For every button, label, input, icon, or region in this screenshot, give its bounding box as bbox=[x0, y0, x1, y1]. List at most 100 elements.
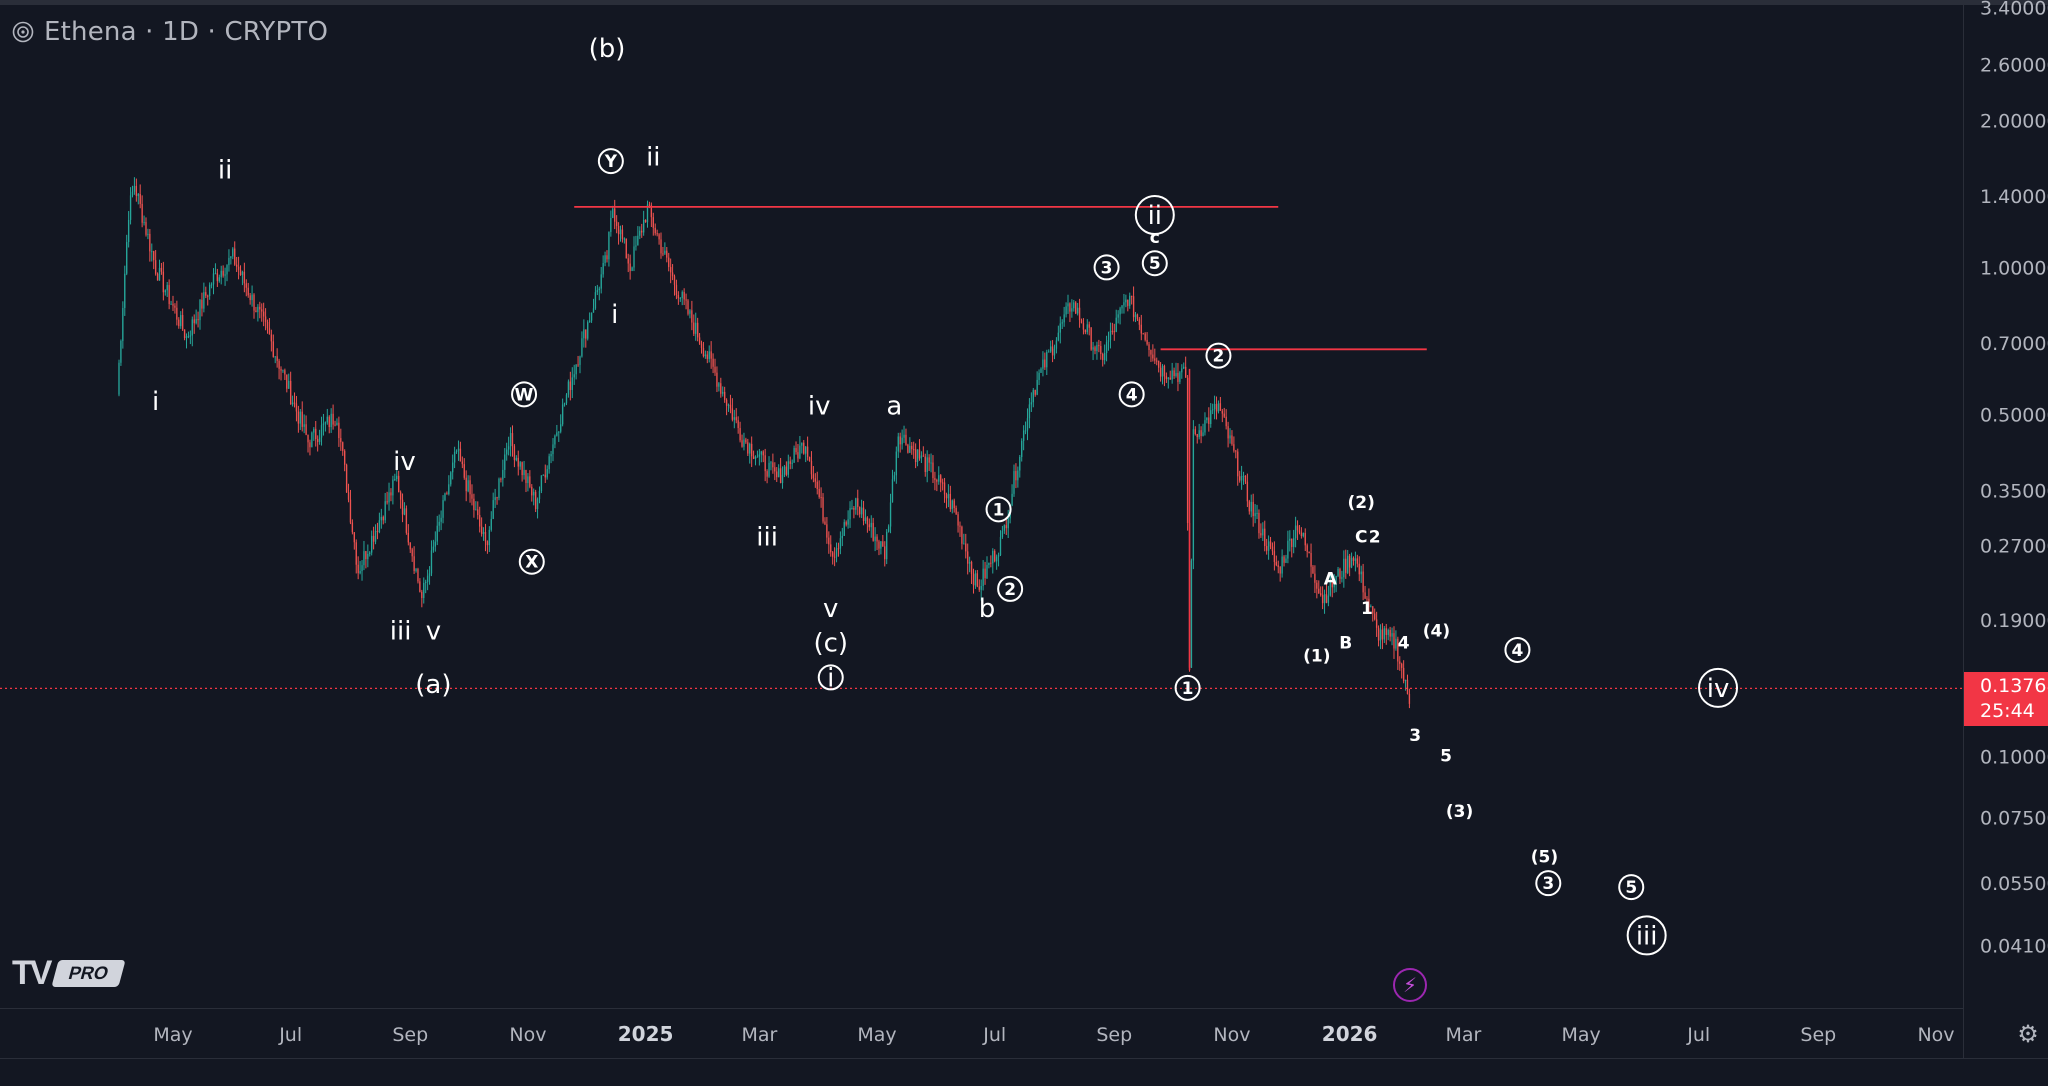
wave-label[interactable]: iv bbox=[808, 391, 831, 421]
gear-icon[interactable]: ⚙ bbox=[2017, 1020, 2039, 1048]
wave-label[interactable]: i bbox=[152, 387, 159, 417]
candle bbox=[1210, 403, 1212, 428]
wave-label[interactable]: (5) bbox=[1531, 848, 1558, 868]
candle bbox=[833, 547, 836, 567]
wave-label[interactable]: v bbox=[426, 616, 441, 646]
wave-label[interactable]: 4 bbox=[1504, 636, 1531, 663]
wave-label[interactable]: X bbox=[518, 548, 545, 575]
candle bbox=[480, 517, 483, 537]
wave-label[interactable]: iv bbox=[393, 447, 416, 477]
wave-label[interactable]: iv bbox=[1698, 667, 1739, 708]
candle bbox=[301, 401, 303, 432]
wave-label[interactable]: 4 bbox=[1398, 634, 1410, 654]
candle bbox=[145, 217, 147, 237]
wave-label[interactable]: W bbox=[511, 381, 538, 408]
wave-label[interactable]: (a) bbox=[415, 670, 451, 700]
lightning-bolt-icon[interactable]: ⚡ bbox=[1393, 968, 1427, 1002]
wave-label[interactable]: 1 bbox=[1174, 674, 1201, 701]
wave-label[interactable]: 2 bbox=[1369, 528, 1381, 548]
wave-label[interactable]: 1 bbox=[1361, 599, 1373, 619]
candle bbox=[164, 289, 166, 296]
candle bbox=[1296, 520, 1299, 541]
candle bbox=[712, 353, 714, 374]
candle bbox=[764, 448, 766, 482]
wave-label[interactable]: 5 bbox=[1440, 746, 1452, 766]
wave-label[interactable]: v bbox=[823, 594, 838, 624]
wave-label[interactable]: (c) bbox=[813, 629, 848, 659]
candle bbox=[689, 309, 691, 319]
candle bbox=[965, 533, 967, 559]
candle bbox=[617, 222, 620, 245]
candle bbox=[577, 355, 579, 367]
candle bbox=[762, 450, 764, 463]
candle bbox=[646, 200, 649, 228]
price-axis-label: 0.04100 bbox=[1980, 936, 2048, 958]
wave-label[interactable]: 4 bbox=[1118, 381, 1145, 408]
wave-label[interactable]: 1 bbox=[985, 496, 1012, 523]
wave-label[interactable]: iii bbox=[1626, 915, 1667, 956]
wave-label[interactable]: B bbox=[1339, 634, 1352, 654]
wave-label[interactable]: 3 bbox=[1093, 254, 1120, 281]
wave-label[interactable]: 3 bbox=[1409, 726, 1421, 746]
candle bbox=[1032, 387, 1034, 408]
wave-label[interactable]: C bbox=[1355, 528, 1367, 548]
candle bbox=[1372, 606, 1374, 622]
candle bbox=[330, 408, 332, 433]
candle bbox=[345, 463, 348, 493]
wave-label[interactable]: 2 bbox=[997, 575, 1024, 602]
candle bbox=[567, 379, 570, 398]
wave-label[interactable]: b bbox=[979, 594, 996, 624]
wave-label[interactable]: ii bbox=[218, 155, 232, 185]
candle bbox=[411, 547, 413, 562]
wave-label[interactable]: 5 bbox=[1141, 250, 1168, 277]
wave-label[interactable]: 3 bbox=[1535, 870, 1562, 897]
symbol-header[interactable]: Ethena · 1D · CRYPTO bbox=[12, 14, 328, 50]
candle bbox=[723, 386, 726, 403]
wave-label[interactable]: (2) bbox=[1348, 493, 1375, 513]
time-axis-label: May bbox=[857, 1024, 896, 1046]
svg-text:2: 2 bbox=[1004, 580, 1016, 600]
candle bbox=[760, 450, 762, 463]
wave-label[interactable]: i bbox=[611, 300, 618, 330]
candle bbox=[484, 523, 487, 552]
candle bbox=[494, 488, 496, 509]
candle bbox=[992, 548, 994, 574]
wave-label[interactable]: Y bbox=[597, 148, 624, 175]
candle bbox=[1213, 395, 1216, 420]
candle bbox=[1003, 524, 1006, 534]
wave-label[interactable]: (4) bbox=[1423, 621, 1450, 641]
candle bbox=[880, 541, 882, 555]
candle bbox=[1015, 463, 1017, 489]
wave-label[interactable]: iii bbox=[390, 616, 412, 646]
wave-label[interactable]: (b) bbox=[589, 34, 626, 64]
wave-label[interactable]: ii bbox=[646, 142, 660, 172]
candle bbox=[1208, 407, 1210, 432]
candle bbox=[1345, 549, 1347, 579]
wave-label[interactable]: 5 bbox=[1618, 874, 1645, 901]
candle bbox=[924, 453, 926, 477]
wave-label[interactable]: iii bbox=[756, 523, 778, 553]
candle bbox=[876, 534, 878, 551]
candle bbox=[133, 177, 136, 195]
candle bbox=[1013, 464, 1015, 497]
wave-label[interactable]: a bbox=[886, 391, 902, 421]
candle bbox=[1347, 550, 1349, 575]
wave-label[interactable]: (3) bbox=[1446, 802, 1473, 822]
wave-label[interactable]: i bbox=[817, 663, 844, 693]
wave-label[interactable]: A bbox=[1324, 569, 1338, 589]
candle bbox=[600, 267, 602, 294]
candle bbox=[1063, 306, 1065, 327]
candle bbox=[1406, 674, 1409, 695]
wave-label[interactable]: (1) bbox=[1303, 646, 1330, 666]
candle bbox=[226, 264, 228, 282]
wave-label[interactable]: c bbox=[1150, 228, 1160, 248]
tradingview-pro-logo[interactable]: TV PRO bbox=[12, 953, 127, 993]
wave-label[interactable]: ii bbox=[1134, 195, 1175, 236]
svg-text:ii: ii bbox=[218, 155, 232, 185]
candle bbox=[687, 299, 689, 316]
candle bbox=[370, 530, 373, 556]
wave-label[interactable]: 2 bbox=[1205, 342, 1232, 369]
